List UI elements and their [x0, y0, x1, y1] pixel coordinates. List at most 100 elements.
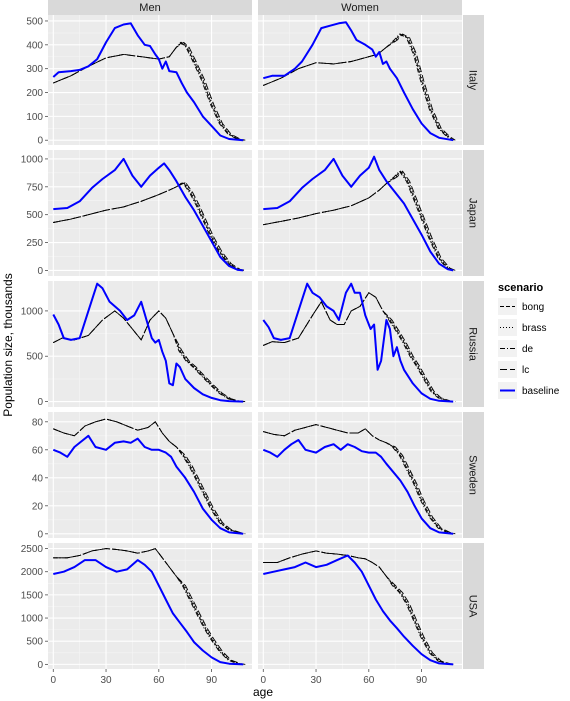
row-strip	[463, 281, 484, 407]
y-tick-label: 1000	[21, 154, 44, 165]
series-line-brass	[53, 548, 245, 665]
series-line-baseline	[262, 282, 454, 403]
legend-label: de	[522, 344, 534, 355]
series-line-de	[53, 41, 243, 141]
series-line-lc	[263, 170, 456, 271]
y-tick-label: 80	[32, 417, 44, 428]
legend-key	[498, 319, 517, 336]
legend-label: lc	[522, 365, 529, 376]
y-tick-label: 2500	[21, 544, 44, 555]
series-line-lc	[263, 424, 456, 535]
column-strip-label: Women	[341, 2, 379, 14]
y-tick-label: 1500	[21, 590, 44, 601]
series-line-lc	[53, 41, 246, 141]
series-line-baseline	[52, 282, 244, 403]
series-line-baseline	[53, 559, 244, 666]
legend-title: scenario	[498, 282, 544, 294]
panel-background	[48, 150, 252, 276]
y-tick-label: 200	[26, 88, 43, 99]
panel	[48, 543, 252, 669]
series-line-baseline	[263, 554, 454, 666]
row-strip-label: Sweden	[467, 455, 479, 495]
row-strip-label: Japan	[467, 198, 479, 228]
series-line-baseline	[52, 22, 244, 142]
strips-layer: Men Women Italy Japan Russia Sweden USA	[48, 0, 484, 669]
y-tick-label: 300	[26, 64, 43, 75]
x-tick-label: 60	[153, 675, 165, 686]
y-axis-title: Population size, thousands	[1, 273, 15, 416]
panel	[258, 543, 462, 669]
y-tick-label: 400	[26, 40, 43, 51]
series-line-lc	[53, 548, 246, 665]
panel-background	[258, 15, 462, 145]
axes-layer: 0100200300400500025050075010000500100002…	[21, 16, 428, 686]
y-tick-label: 100	[26, 112, 43, 123]
x-axis-title: age	[253, 685, 273, 699]
panel-background	[258, 150, 462, 276]
panel-background	[258, 412, 462, 538]
row-strip-label: USA	[467, 595, 479, 618]
y-tick-label: 2000	[21, 567, 44, 578]
y-tick-label: 250	[26, 238, 43, 249]
panel-background	[258, 281, 462, 407]
panels-layer	[48, 15, 462, 669]
series-line-lc	[53, 418, 246, 535]
row-strip	[463, 543, 484, 669]
x-tick-label: 0	[260, 675, 266, 686]
y-tick-label: 0	[37, 529, 43, 540]
panel-background	[48, 15, 252, 145]
panel	[258, 150, 462, 276]
series-line-lc	[263, 550, 456, 665]
y-tick-label: 0	[37, 397, 43, 408]
x-tick-label: 90	[206, 675, 218, 686]
y-tick-label: 0	[37, 136, 43, 147]
panel	[258, 281, 462, 407]
series-line-lc	[263, 292, 456, 403]
panel-background	[48, 281, 252, 407]
series-line-brass	[263, 292, 455, 403]
series-line-baseline	[52, 434, 244, 535]
column-strip-label: Men	[139, 2, 160, 14]
legend-label: baseline	[522, 386, 560, 397]
series-line-lc	[53, 181, 246, 271]
y-tick-label: 60	[32, 445, 44, 456]
x-tick-label: 90	[416, 675, 428, 686]
panel	[258, 15, 462, 145]
series-line-de	[263, 550, 453, 665]
row-strip	[463, 412, 484, 538]
row-strip	[463, 150, 484, 276]
y-tick-label: 500	[26, 352, 43, 363]
x-tick-label: 0	[50, 675, 56, 686]
y-tick-label: 20	[32, 501, 44, 512]
x-tick-label: 60	[363, 675, 375, 686]
y-tick-label: 500	[26, 210, 43, 221]
legend-key	[498, 361, 517, 378]
legend: scenario bong brass de lc baseline	[498, 282, 560, 399]
panel	[48, 412, 252, 538]
panel	[48, 281, 252, 407]
series-line-baseline	[262, 439, 454, 535]
legend-label: bong	[522, 302, 544, 313]
legend-label: brass	[522, 323, 546, 334]
y-tick-label: 40	[32, 473, 44, 484]
y-tick-label: 1000	[21, 614, 44, 625]
x-tick-label: 30	[100, 675, 112, 686]
series-line-baseline	[263, 155, 454, 272]
y-tick-label: 500	[26, 16, 43, 27]
column-strip	[258, 0, 462, 15]
y-tick-label: 0	[37, 660, 43, 671]
panel	[48, 15, 252, 145]
panel-background	[258, 543, 462, 669]
y-tick-label: 0	[37, 266, 43, 277]
row-strip	[463, 15, 484, 145]
y-tick-label: 750	[26, 182, 43, 193]
series-line-brass	[53, 41, 245, 141]
y-tick-label: 500	[26, 637, 43, 648]
y-tick-label: 1000	[21, 306, 44, 317]
row-strip-label: Italy	[467, 70, 479, 91]
panel	[258, 412, 462, 538]
series-line-lc	[53, 310, 246, 403]
row-strip-label: Russia	[467, 327, 479, 362]
series-line-lc	[263, 33, 456, 141]
